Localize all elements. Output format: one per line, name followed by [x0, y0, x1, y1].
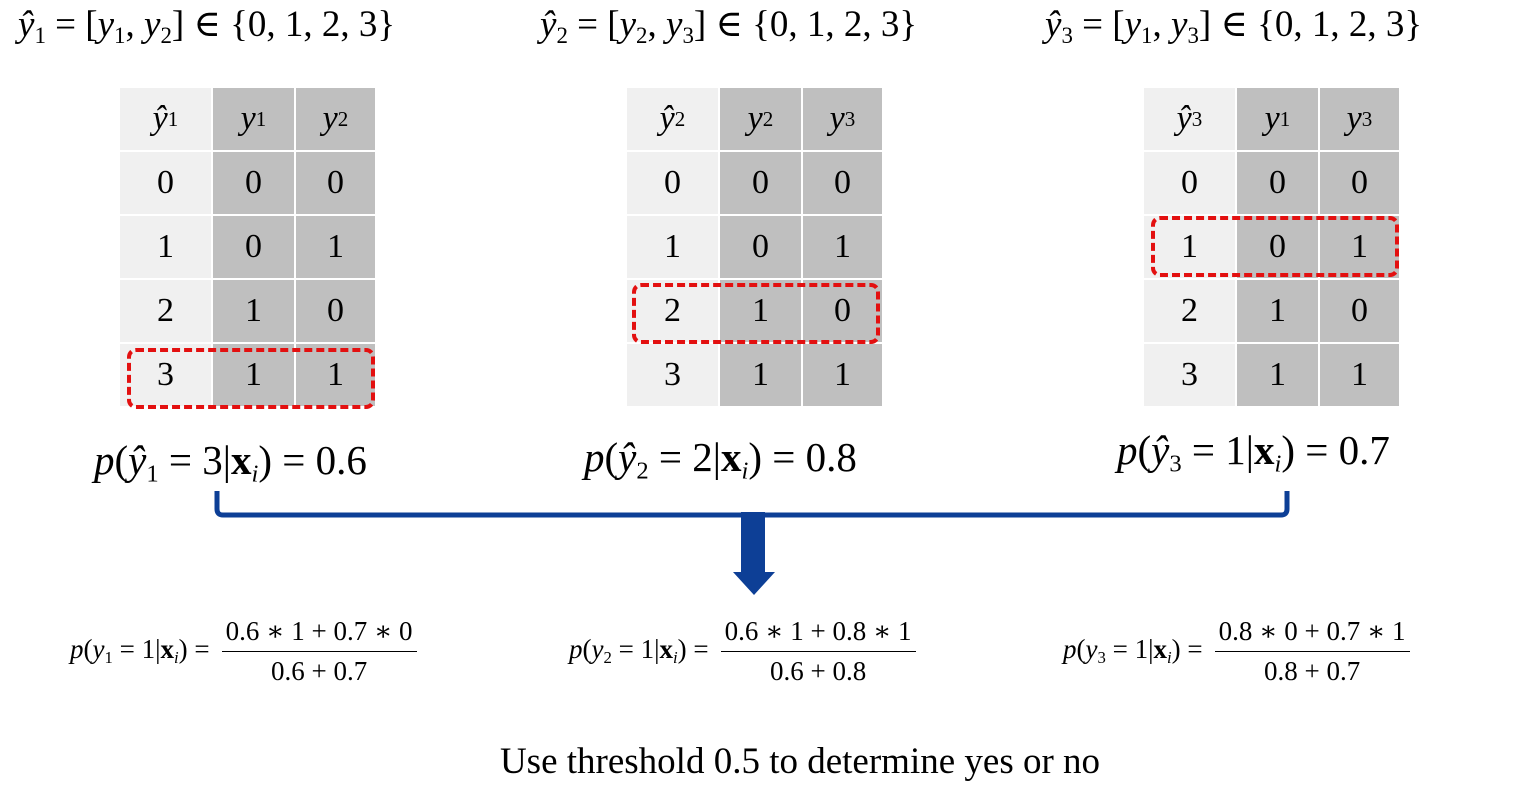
- table-cell: 1: [803, 344, 882, 406]
- table-cell: 1: [1144, 216, 1235, 278]
- table-cell: 1: [296, 344, 375, 406]
- table-cell: 1: [627, 216, 718, 278]
- table-cell: 2: [627, 280, 718, 342]
- table-cell: 1: [213, 344, 294, 406]
- arrow-shaft: [741, 512, 765, 574]
- highlight-box-2: [632, 283, 880, 344]
- table-cell: 0: [803, 152, 882, 214]
- table-cell: 1: [296, 216, 375, 278]
- table-cell: 1: [120, 216, 211, 278]
- table-cell: 1: [1320, 344, 1399, 406]
- table-cell: 1: [720, 344, 801, 406]
- definition-y2: ŷ2 = [y2, y3] ∈ {0, 1, 2, 3}: [540, 4, 918, 48]
- table-cell: 0: [296, 152, 375, 214]
- table-cell: 1: [1237, 344, 1318, 406]
- table-cell: 3: [1144, 344, 1235, 406]
- highlight-box-3: [1151, 216, 1399, 277]
- probability-2: p(ŷ2 = 2|xi) = 0.8: [584, 434, 857, 485]
- table-cell: 1: [213, 280, 294, 342]
- table-cell: 3: [627, 344, 718, 406]
- arrow-head: [733, 572, 775, 595]
- table-cell: 1: [1237, 280, 1318, 342]
- table-cell: 1: [803, 216, 882, 278]
- formula-y1-denominator: 0.6 + 0.7: [270, 656, 368, 686]
- probability-1: p(ŷ1 = 3|xi) = 0.6: [94, 437, 367, 488]
- table-cell: 0: [1320, 280, 1399, 342]
- formula-y3-numerator: 0.8 ∗ 0 + 0.7 ∗ 1: [1214, 616, 1410, 652]
- probability-3: p(ŷ3 = 1|xi) = 0.7: [1117, 427, 1390, 478]
- definition-y1: ŷ1 = [y1, y2] ∈ {0, 1, 2, 3}: [18, 4, 396, 48]
- table-cell: 0: [1144, 152, 1235, 214]
- table-cell: 0: [296, 280, 375, 342]
- table-cell: 0: [213, 216, 294, 278]
- table-cell: 0: [213, 152, 294, 214]
- table-cell: 0: [1237, 216, 1318, 278]
- footer-note: Use threshold 0.5 to determine yes or no: [499, 741, 1101, 782]
- formula-y3-denominator: 0.8 + 0.7: [1263, 656, 1361, 686]
- table-cell: 0: [720, 216, 801, 278]
- table-cell: 1: [1320, 216, 1399, 278]
- definition-y3: ŷ3 = [y1, y3] ∈ {0, 1, 2, 3}: [1045, 4, 1423, 48]
- formula-y1-numerator: 0.6 ∗ 1 + 0.7 ∗ 0: [221, 616, 417, 652]
- table-cell: 0: [1320, 152, 1399, 214]
- table-cell: 0: [720, 152, 801, 214]
- formula-y2: p(y2 = 1|xi) = 0.6 ∗ 1 + 0.8 ∗ 1 0.6 + 0.…: [569, 616, 916, 687]
- formula-y1: p(y1 = 1|xi) = 0.6 ∗ 1 + 0.7 ∗ 0 0.6 + 0.…: [70, 616, 417, 687]
- formula-y3: p(y3 = 1|xi) = 0.8 ∗ 0 + 0.7 ∗ 1 0.8 + 0.…: [1063, 616, 1410, 687]
- table-cell: 2: [1144, 280, 1235, 342]
- table-cell: 2: [120, 280, 211, 342]
- formula-y2-denominator: 0.6 + 0.8: [769, 656, 867, 686]
- table-cell: 0: [120, 152, 211, 214]
- table-cell: 1: [720, 280, 801, 342]
- table-cell: 0: [627, 152, 718, 214]
- table-cell: 0: [1237, 152, 1318, 214]
- formula-y2-numerator: 0.6 ∗ 1 + 0.8 ∗ 1: [720, 616, 916, 652]
- combine-bracket: [214, 491, 1290, 518]
- table-cell: 0: [803, 280, 882, 342]
- highlight-box-1: [127, 348, 375, 409]
